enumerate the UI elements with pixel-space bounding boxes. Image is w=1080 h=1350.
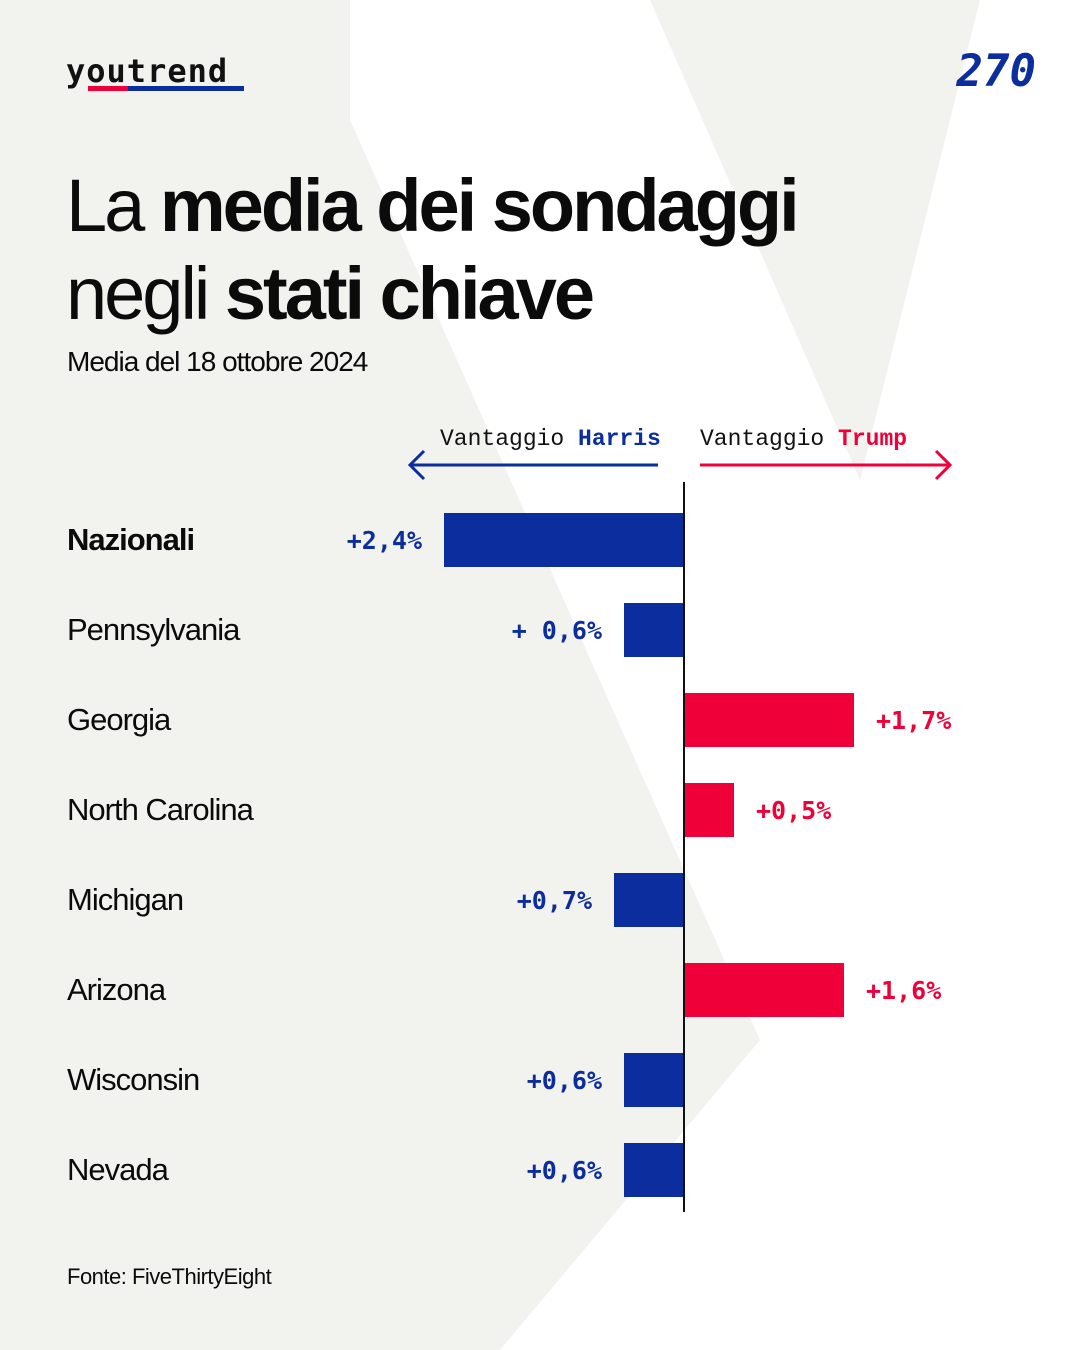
value-label-north-carolina: +0,5% [756, 796, 831, 825]
category-label-north-carolina: North Carolina [67, 792, 254, 827]
harris-arrow [407, 449, 658, 481]
page-subtitle: Media del 18 ottobre 2024 [67, 346, 368, 377]
title-line-2-bold: stati chiave [224, 252, 595, 335]
category-label-michigan: Michigan [67, 882, 184, 917]
value-label-nazionali: +2,4% [347, 526, 422, 555]
bar-wisconsin [624, 1053, 684, 1107]
trump-advantage-label: Vantaggio Trump [700, 426, 907, 452]
harris-advantage-label: Vantaggio Harris [440, 426, 661, 452]
value-label-arizona: +1,6% [866, 976, 941, 1005]
bar-arizona [684, 963, 844, 1017]
logo-underline-red [88, 86, 128, 91]
harris-label-prefix: Vantaggio [440, 426, 579, 452]
value-label-pennsylvania: + 0,6% [512, 616, 602, 645]
title-line-1-light: La [66, 164, 160, 247]
bar-nevada [624, 1143, 684, 1197]
value-label-georgia: +1,7% [876, 706, 951, 735]
title-line-2-light: negli [66, 252, 225, 335]
value-label-nevada: +0,6% [527, 1156, 602, 1185]
trump-label-prefix: Vantaggio [700, 426, 839, 452]
category-label-pennsylvania: Pennsylvania [67, 612, 240, 647]
trump-label-name: Trump [838, 426, 908, 452]
category-label-nazionali: Nazionali [67, 522, 195, 557]
trump-arrow [700, 449, 953, 481]
title-line-2: negli stati chiave [66, 250, 966, 338]
category-label-arizona: Arizona [67, 972, 166, 1007]
category-label-wisconsin: Wisconsin [67, 1062, 200, 1097]
bar-pennsylvania [624, 603, 684, 657]
value-label-wisconsin: +0,6% [527, 1066, 602, 1095]
harris-label-name: Harris [578, 426, 661, 452]
badge-270: 270 [956, 46, 1036, 97]
category-label-nevada: Nevada [67, 1152, 169, 1187]
bar-nazionali [444, 513, 684, 567]
brand-logo: youtrend [66, 52, 229, 90]
logo-underline [88, 86, 244, 91]
source-note: Fonte: FiveThirtyEight [67, 1264, 272, 1289]
title-line-1: La media dei sondaggi [66, 162, 966, 250]
category-label-georgia: Georgia [67, 702, 171, 737]
page-title: La media dei sondaggi negli stati chiave [66, 162, 966, 338]
logo-underline-blue [128, 86, 244, 91]
bar-georgia [684, 693, 854, 747]
bar-north-carolina [684, 783, 734, 837]
title-line-1-bold: media dei sondaggi [159, 164, 800, 247]
value-label-michigan: +0,7% [517, 886, 592, 915]
bar-michigan [614, 873, 684, 927]
